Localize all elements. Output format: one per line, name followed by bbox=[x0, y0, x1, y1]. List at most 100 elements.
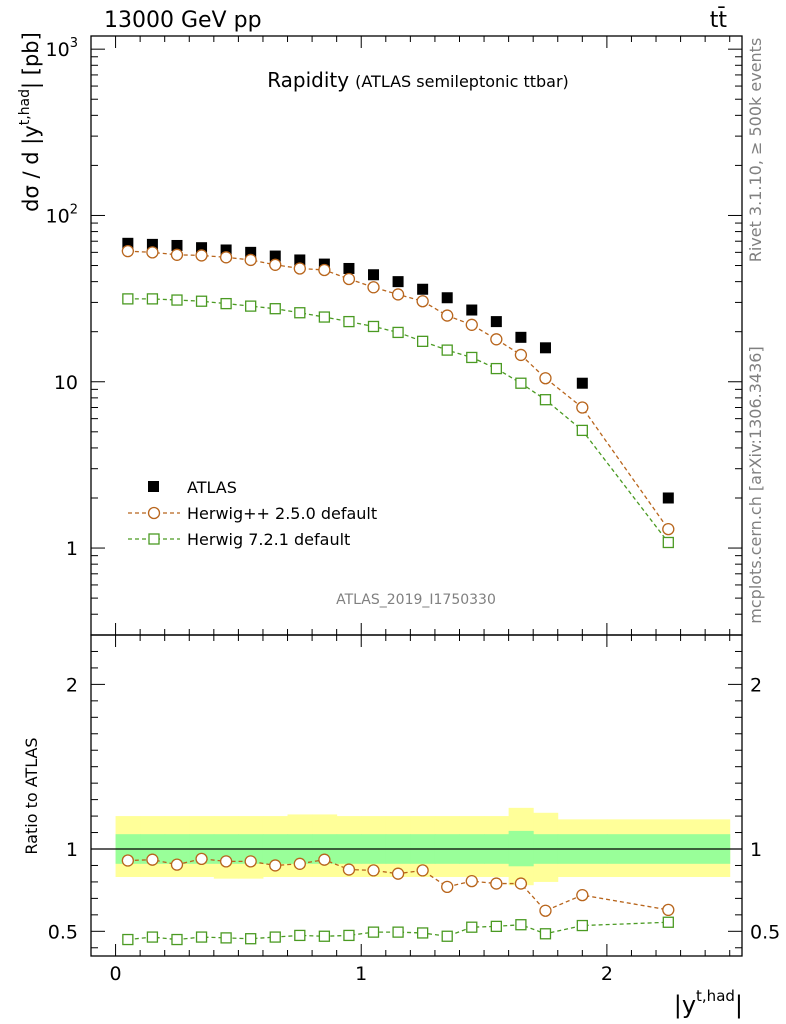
herwigpp-ratio-point-17 bbox=[539, 904, 552, 917]
y-tick-label-base-1: 10 bbox=[54, 372, 78, 394]
herwig7-ratio-point-10 bbox=[367, 926, 380, 938]
herwig7-ratio-point-8 bbox=[318, 930, 331, 942]
herwig7-point-5 bbox=[245, 300, 257, 312]
herwigpp-ratio-point-10 bbox=[367, 864, 380, 877]
atlas-point-9 bbox=[343, 262, 355, 274]
y-tick-label-base-3: 10 bbox=[46, 39, 70, 61]
herwigpp-ratio-point-8 bbox=[318, 853, 331, 866]
atlas-point-11 bbox=[392, 276, 404, 288]
atlas-point-18 bbox=[576, 377, 588, 389]
herwig7-point-2 bbox=[171, 294, 183, 306]
herwig7-ratio-point-16 bbox=[515, 919, 527, 931]
herwigpp-point-1 bbox=[146, 246, 159, 259]
herwigpp-ratio-point-3 bbox=[195, 852, 208, 866]
atlas-point-0 bbox=[122, 237, 134, 249]
herwig7-point-6 bbox=[269, 303, 281, 315]
herwig7-ratio-point-2 bbox=[171, 933, 183, 946]
ratio-tick-label-left-2: 2 bbox=[66, 674, 78, 696]
herwigpp-ratio-point-12 bbox=[416, 864, 429, 877]
series-layer bbox=[121, 237, 675, 946]
herwigpp-ratio-point-6 bbox=[269, 859, 282, 872]
herwigpp-point-13 bbox=[441, 309, 454, 322]
y-tick-label-base-2: 10 bbox=[46, 205, 70, 227]
ratio-y-axis-label: Ratio to ATLAS bbox=[22, 737, 41, 854]
energy-label: 13000 GeV pp bbox=[104, 8, 262, 33]
chart-subtitle: (ATLAS semileptonic ttbar) bbox=[355, 72, 569, 91]
herwig7-point-9 bbox=[343, 315, 355, 328]
herwigpp-ratio-point-16 bbox=[514, 877, 528, 890]
y-axis-label: dσ / d |yt,had| [pb] bbox=[17, 32, 44, 212]
ratio-panel-frame bbox=[90, 634, 743, 957]
x-axis-label-main: |y bbox=[674, 991, 696, 1019]
herwig7-point-15 bbox=[490, 362, 502, 375]
x-axis-label-end: | bbox=[735, 991, 743, 1019]
atlas-point-1 bbox=[146, 238, 158, 250]
herwigpp-ratio-point-11 bbox=[391, 867, 405, 880]
herwig7-ratio-point-11 bbox=[392, 926, 404, 938]
atlas-point-2 bbox=[171, 239, 183, 251]
herwig7-ratio-point-19 bbox=[662, 916, 674, 928]
herwigpp-ratio-point-13 bbox=[441, 880, 454, 894]
x-tick-label-1: 1 bbox=[355, 963, 367, 985]
herwig7-point-19 bbox=[662, 536, 674, 549]
herwig7-ratio-point-15 bbox=[490, 920, 502, 933]
herwig7-ratio-point-12 bbox=[416, 927, 429, 939]
atlas-point-6 bbox=[269, 250, 281, 262]
legend: ATLAS Herwig++ 2.5.0 default Herwig 7.2.… bbox=[128, 478, 377, 549]
herwig7-point-13 bbox=[441, 344, 453, 356]
herwig7-point-0 bbox=[122, 293, 134, 305]
chart-title: Rapidity (ATLAS semileptonic ttbar) bbox=[267, 68, 569, 92]
atlas-point-13 bbox=[441, 292, 453, 304]
legend-atlas-label: ATLAS bbox=[187, 478, 237, 497]
atlas-point-7 bbox=[294, 254, 306, 266]
herwig7-ratio-point-4 bbox=[220, 932, 232, 944]
herwigpp-ratio-point-1 bbox=[146, 853, 159, 866]
rivet-label: Rivet 3.1.10, ≥ 500k events bbox=[746, 38, 765, 263]
herwigpp-ratio-point-2 bbox=[170, 858, 184, 871]
herwigpp-point-5 bbox=[244, 253, 257, 267]
herwigpp-point-9 bbox=[342, 272, 356, 286]
legend-herwigpp-marker bbox=[147, 506, 161, 520]
atlas-point-19 bbox=[662, 492, 674, 504]
ratio-tick-label-right-0: 0.5 bbox=[750, 921, 780, 943]
legend-atlas-marker bbox=[148, 481, 159, 492]
herwig7-ratio-point-9 bbox=[343, 929, 355, 942]
mcplots-label: mcplots.cern.ch [arXiv:1306.3436] bbox=[746, 346, 765, 623]
herwigpp-ratio-point-5 bbox=[244, 855, 257, 868]
herwig7-ratio-point-18 bbox=[576, 919, 588, 932]
herwigpp-point-19 bbox=[662, 522, 675, 536]
y-tick-label-exp-2: 2 bbox=[70, 202, 78, 217]
x-axis-label-sup: t,had bbox=[696, 987, 735, 1005]
herwigpp-ratio-point-9 bbox=[342, 863, 356, 876]
atlas-point-14 bbox=[466, 304, 478, 316]
herwigpp-point-12 bbox=[416, 295, 429, 308]
herwig7-ratio-point-1 bbox=[146, 931, 159, 943]
atlas-point-17 bbox=[539, 342, 551, 354]
y-tick-label-2: 102 bbox=[46, 202, 78, 227]
y-tick-label-base-0: 1 bbox=[66, 538, 78, 560]
herwig7-ratio-point-0 bbox=[122, 933, 134, 946]
atlas-point-4 bbox=[220, 244, 232, 256]
analysis-watermark: ATLAS_2019_I1750330 bbox=[336, 592, 496, 608]
ratio-tick-label-left-0: 0.5 bbox=[48, 921, 78, 943]
ratio-tick-label-left-1: 1 bbox=[66, 839, 78, 861]
herwigpp-point-14 bbox=[465, 318, 478, 331]
herwigpp-ratio-point-14 bbox=[465, 874, 478, 888]
herwig7-point-14 bbox=[466, 351, 478, 364]
atlas-point-16 bbox=[515, 331, 527, 343]
herwigpp-ratio-point-7 bbox=[293, 857, 306, 870]
herwig7-point-1 bbox=[146, 293, 159, 305]
herwigpp-point-10 bbox=[367, 281, 380, 294]
atlas-point-10 bbox=[368, 269, 380, 281]
y-axis-label-main: dσ / d |y bbox=[19, 125, 44, 212]
herwig7-point-4 bbox=[220, 297, 232, 310]
ratio-tick-label-right-2: 2 bbox=[750, 674, 762, 696]
herwig7-point-7 bbox=[294, 307, 306, 319]
herwigpp-ratio-point-0 bbox=[121, 854, 134, 867]
herwigpp-point-4 bbox=[219, 251, 233, 264]
herwig7-point-12 bbox=[416, 335, 429, 347]
y-axis-label-sup: t,had bbox=[17, 89, 33, 125]
y-tick-label-3: 103 bbox=[46, 36, 78, 61]
herwig7-point-18 bbox=[576, 424, 588, 437]
